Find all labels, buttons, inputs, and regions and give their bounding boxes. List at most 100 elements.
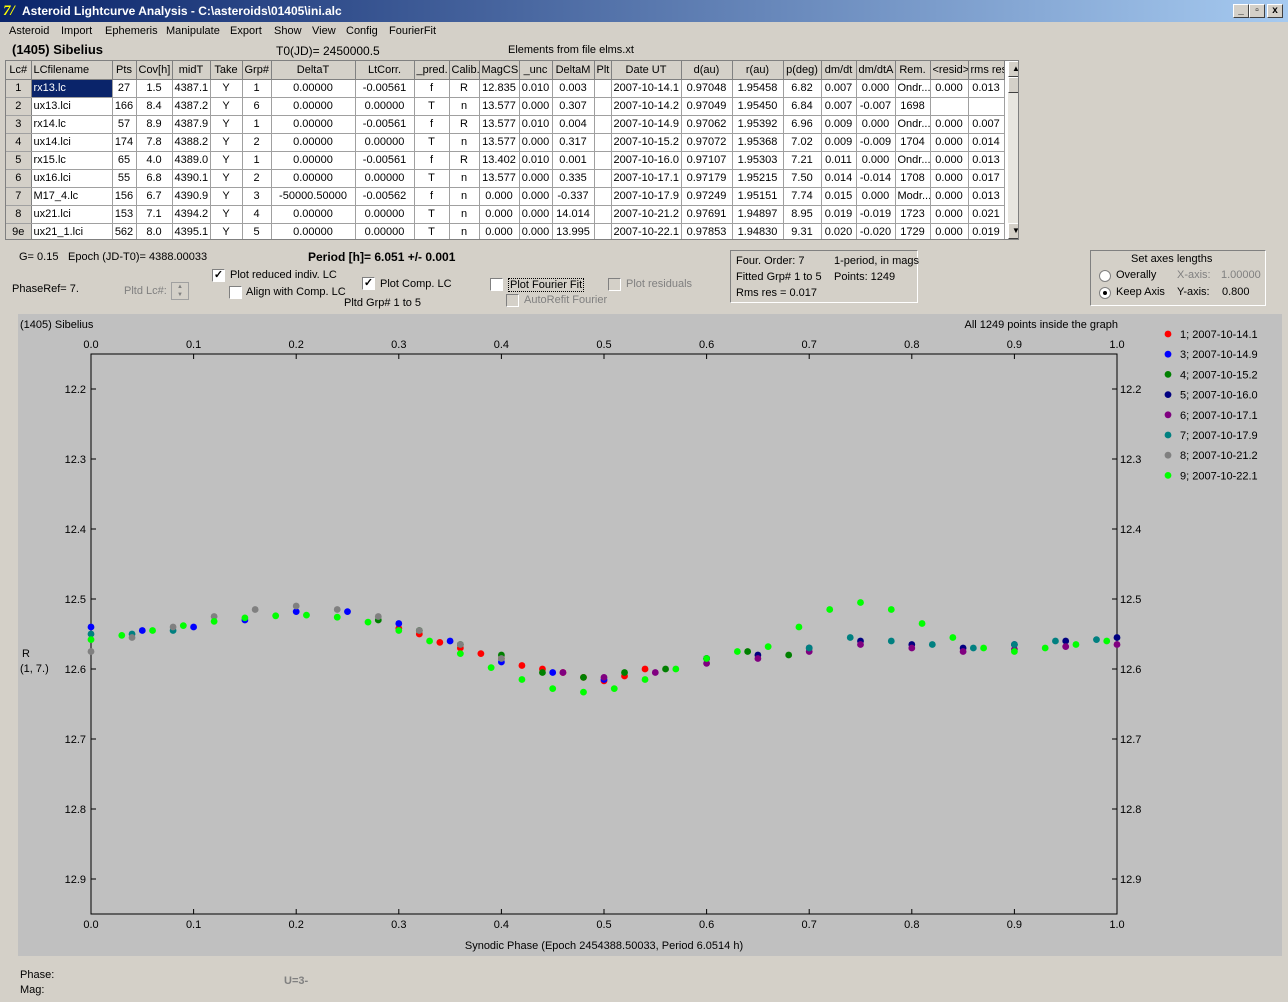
plot-reduced-checkbox[interactable]: ✓ [212, 269, 225, 282]
table-cell[interactable]: 6 [242, 97, 272, 116]
table-cell[interactable]: 0.007 [821, 97, 857, 116]
table-cell[interactable]: -50000.50000 [271, 187, 356, 206]
column-header[interactable]: Take [210, 61, 243, 80]
column-header[interactable]: Cov[h] [136, 61, 173, 80]
table-cell[interactable]: 0.007 [821, 79, 857, 98]
table-cell[interactable]: R [449, 151, 480, 170]
table-cell[interactable]: rx15.lc [31, 151, 113, 170]
column-header[interactable]: Plt [594, 61, 612, 80]
table-cell[interactable]: 0.010 [519, 151, 553, 170]
table-cell[interactable]: 0.97853 [681, 223, 733, 239]
table-cell[interactable]: Y [210, 115, 243, 134]
table-cell[interactable]: 1.95151 [732, 187, 784, 206]
table-cell[interactable]: ux21_1.lci [31, 223, 113, 239]
table-cell[interactable]: 13.995 [552, 223, 595, 239]
column-header[interactable]: Calib. [449, 61, 480, 80]
column-header[interactable]: d(au) [681, 61, 733, 80]
table-cell[interactable]: -0.00561 [355, 151, 415, 170]
table-cell[interactable]: 4 [242, 205, 272, 224]
table-cell[interactable]: 1729 [895, 223, 931, 239]
table-cell[interactable]: Y [210, 133, 243, 152]
table-cell[interactable] [594, 205, 612, 224]
column-header[interactable]: rms res [968, 61, 1005, 80]
keep-axis-radio[interactable] [1099, 287, 1111, 299]
table-cell[interactable]: 2007-10-22.1 [611, 223, 682, 239]
table-cell[interactable] [594, 187, 612, 206]
column-header[interactable]: _pred. [414, 61, 450, 80]
table-cell[interactable]: Y [210, 151, 243, 170]
table-cell[interactable]: 0.00000 [355, 133, 415, 152]
table-cell[interactable]: 0.00000 [271, 97, 356, 116]
table-cell[interactable]: f [414, 151, 450, 170]
table-cell[interactable]: 4.0 [136, 151, 173, 170]
table-cell[interactable]: 0.000 [519, 205, 553, 224]
table-cell[interactable] [594, 97, 612, 116]
table-cell[interactable]: 0.97691 [681, 205, 733, 224]
table-cell[interactable]: 9.31 [783, 223, 822, 239]
table-cell[interactable]: 1.95368 [732, 133, 784, 152]
table-cell[interactable]: 0.000 [519, 133, 553, 152]
table-cell[interactable]: T [414, 97, 450, 116]
table-cell[interactable]: M17_4.lc [31, 187, 113, 206]
table-cell[interactable]: ux14.lci [31, 133, 113, 152]
column-header[interactable]: Lc# [6, 61, 32, 80]
lightcurve-plot-panel[interactable]: (1405) Sibelius All 1249 points inside th… [18, 314, 1282, 956]
table-cell[interactable]: 8.4 [136, 97, 173, 116]
table-cell[interactable]: 0.307 [552, 97, 595, 116]
table-cell[interactable]: R [449, 79, 480, 98]
table-cell[interactable] [594, 169, 612, 188]
column-header[interactable]: dm/dt [821, 61, 857, 80]
table-cell[interactable]: 6.7 [136, 187, 173, 206]
table-cell[interactable]: 0.013 [968, 79, 1005, 98]
table-cell[interactable]: -0.00561 [355, 115, 415, 134]
table-cell[interactable]: 0.000 [856, 187, 896, 206]
table-cell[interactable]: 0.317 [552, 133, 595, 152]
table-cell[interactable]: 65 [112, 151, 137, 170]
table-cell[interactable]: 0.003 [552, 79, 595, 98]
table-cell[interactable]: 0.019 [821, 205, 857, 224]
table-cell[interactable]: 6.8 [136, 169, 173, 188]
table-cell[interactable]: 8.95 [783, 205, 822, 224]
table-cell[interactable]: Ondr... [895, 79, 931, 98]
table-cell[interactable]: 0.009 [821, 133, 857, 152]
table-cell[interactable]: 0.00000 [271, 223, 356, 239]
table-cell[interactable]: 6.84 [783, 97, 822, 116]
table-cell[interactable]: 0.011 [821, 151, 857, 170]
table-cell[interactable]: 2007-10-14.9 [611, 115, 682, 134]
table-cell[interactable]: 4387.2 [172, 97, 211, 116]
close-button[interactable]: x [1267, 4, 1283, 18]
table-cell[interactable]: Y [210, 79, 243, 98]
table-cell[interactable]: 2 [242, 169, 272, 188]
table-cell[interactable]: 2007-10-14.2 [611, 97, 682, 116]
table-cell[interactable]: 2007-10-17.9 [611, 187, 682, 206]
table-cell[interactable]: 27 [112, 79, 137, 98]
table-cell[interactable]: f [414, 187, 450, 206]
table-cell[interactable]: 1 [242, 115, 272, 134]
table-cell[interactable]: -0.020 [856, 223, 896, 239]
table-cell[interactable]: 13.577 [479, 133, 520, 152]
menu-show[interactable]: Show [274, 25, 302, 37]
pltd-lc-spinner[interactable]: ▲ ▼ [171, 282, 189, 300]
column-header[interactable]: LtCorr. [355, 61, 415, 80]
column-header[interactable]: dm/dtA [856, 61, 896, 80]
minimize-button[interactable]: _ [1233, 4, 1249, 18]
table-cell[interactable]: 2007-10-14.1 [611, 79, 682, 98]
lightcurve-table[interactable]: Lc# LCfilename Pts Cov[h] midT Take Grp# DeltaT… [5, 60, 1019, 240]
table-cell[interactable]: 0.004 [552, 115, 595, 134]
table-cell[interactable]: 7.74 [783, 187, 822, 206]
table-cell[interactable]: 4394.2 [172, 205, 211, 224]
table-cell[interactable]: 0.015 [821, 187, 857, 206]
table-cell[interactable]: 0.000 [479, 223, 520, 239]
table-cell[interactable]: 4390.9 [172, 187, 211, 206]
table-cell[interactable]: 4388.2 [172, 133, 211, 152]
table-cell[interactable]: 5 [242, 223, 272, 239]
menu-fourierfit[interactable]: FourierFit [389, 25, 437, 37]
table-cell[interactable]: 0.00000 [271, 79, 356, 98]
table-cell[interactable]: 0.00000 [271, 169, 356, 188]
table-cell[interactable]: 12.835 [479, 79, 520, 98]
column-header[interactable]: <resid> [930, 61, 969, 80]
table-cell[interactable]: 1.94897 [732, 205, 784, 224]
column-header[interactable]: MagCS [479, 61, 520, 80]
